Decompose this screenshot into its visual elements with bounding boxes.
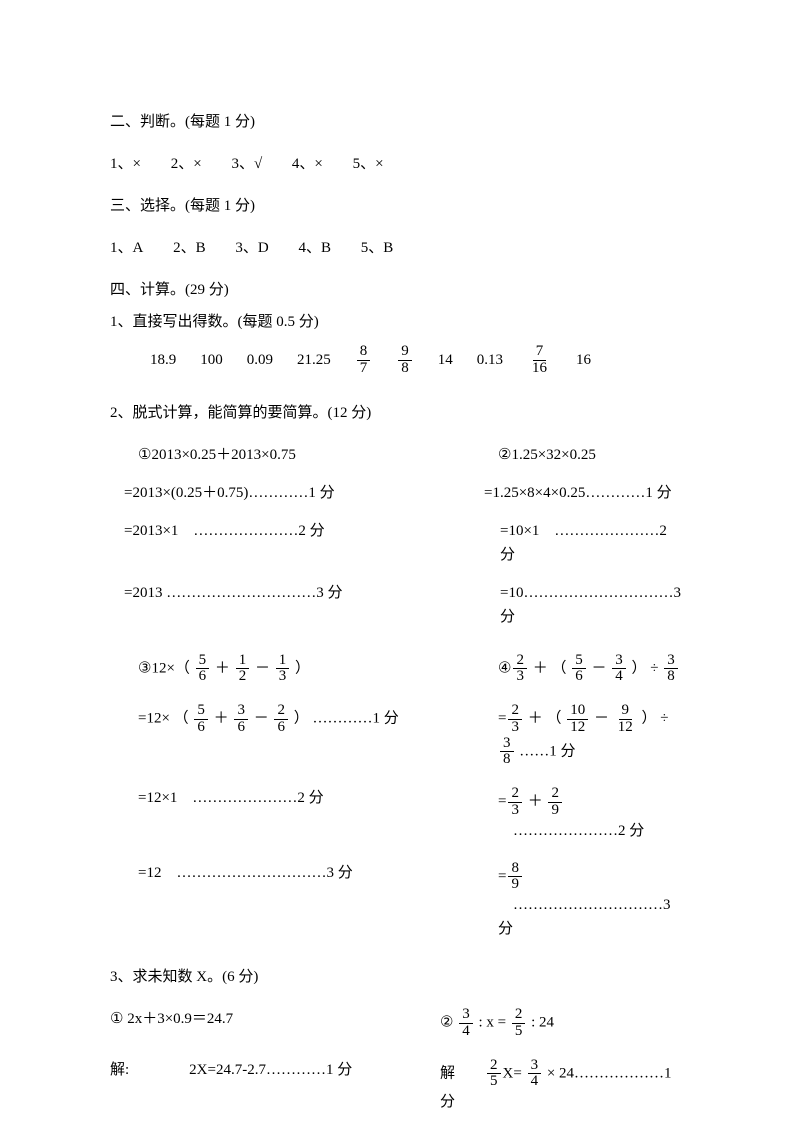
problem-1-title: ①2013×0.25＋2013×0.75 xyxy=(138,443,498,467)
section-4-1-answers: 18.9 100 0.09 21.25 87 98 14 0.13 716 16 xyxy=(110,344,683,377)
section-2-answers: 1、× 2、× 3、√ 4、× 5、× xyxy=(110,152,683,176)
ans-10: 16 xyxy=(576,348,591,372)
ans-2: 100 xyxy=(200,348,223,372)
problem-3-step-1: =12× （ 56 ＋ 36 － 26 ） …………1 分 xyxy=(138,703,498,768)
section-4-heading: 四、计算。(29 分) xyxy=(110,278,683,302)
s2-item-2: 2、× xyxy=(171,152,202,176)
ans-8: 0.13 xyxy=(477,348,503,372)
s2-item-3: 3、√ xyxy=(231,152,262,176)
ans-5: 87 xyxy=(357,344,371,377)
s3-item-1: 1、A xyxy=(110,236,143,260)
section-2-heading: 二、判断。(每题 1 分) xyxy=(110,110,683,134)
equation-2-title: ② 34 : x = 25 : 24 xyxy=(440,1007,683,1040)
problem-1-step-2: =2013×1 …………………2 分 xyxy=(124,519,484,567)
ans-9: 716 xyxy=(529,344,550,377)
s3-item-5: 5、B xyxy=(361,236,394,260)
ans-3: 0.09 xyxy=(247,348,273,372)
section-3-answers: 1、A 2、B 3、D 4、B 5、B xyxy=(110,236,683,260)
s3-item-2: 2、B xyxy=(173,236,206,260)
ans-7: 14 xyxy=(438,348,453,372)
section-3-heading: 三、选择。(每题 1 分) xyxy=(110,194,683,218)
s2-item-5: 5、× xyxy=(353,152,384,176)
problem-2-step-3: =10…………………………3 分 xyxy=(484,581,683,629)
section-4-3-heading: 3、求未知数 X。(6 分) xyxy=(110,965,683,989)
problem-4-step-3: =89 …………………………3 分 xyxy=(498,861,683,942)
problem-4-step-2: =23 ＋ 29 …………………2 分 xyxy=(498,786,683,843)
section-4-1-heading: 1、直接写出得数。(每题 0.5 分) xyxy=(110,310,683,334)
s2-item-4: 4、× xyxy=(292,152,323,176)
ans-4: 21.25 xyxy=(297,348,331,372)
section-4-2-heading: 2、脱式计算，能简算的要简算。(12 分) xyxy=(110,401,683,425)
problem-2-step-1: =1.25×8×4×0.25…………1 分 xyxy=(484,481,683,505)
equation-1-title: ① 2x＋3×0.9＝24.7 xyxy=(110,1007,440,1040)
problem-1-step-3: =2013 …………………………3 分 xyxy=(124,581,484,629)
problem-2-step-2: =10×1 …………………2 分 xyxy=(484,519,683,567)
problem-2-title: ②1.25×32×0.25 xyxy=(498,443,683,467)
problem-3-step-2: =12×1 …………………2 分 xyxy=(138,786,498,843)
equation-1-step-1: 解: 2X=24.7-2.7…………1 分 xyxy=(110,1058,440,1115)
ans-6: 98 xyxy=(398,344,412,377)
problem-1-step-1: =2013×(0.25＋0.75)…………1 分 xyxy=(124,481,484,505)
equation-2-step-1: 解 25X= 34 × 24………………1 分 xyxy=(440,1058,683,1115)
problem-4-title: ④23 ＋ （ 56 － 34 ） ÷ 38 xyxy=(498,653,683,686)
problem-3-step-3: =12 …………………………3 分 xyxy=(138,861,498,942)
s3-item-3: 3、D xyxy=(235,236,268,260)
s3-item-4: 4、B xyxy=(298,236,331,260)
problem-4-step-1: =23 ＋ （ 1012 － 912 ） ÷ 38 ……1 分 xyxy=(498,703,683,768)
ans-1: 18.9 xyxy=(150,348,176,372)
problem-3-title: ③12×（ 56 ＋ 12 － 13 ） xyxy=(138,653,498,686)
s2-item-1: 1、× xyxy=(110,152,141,176)
